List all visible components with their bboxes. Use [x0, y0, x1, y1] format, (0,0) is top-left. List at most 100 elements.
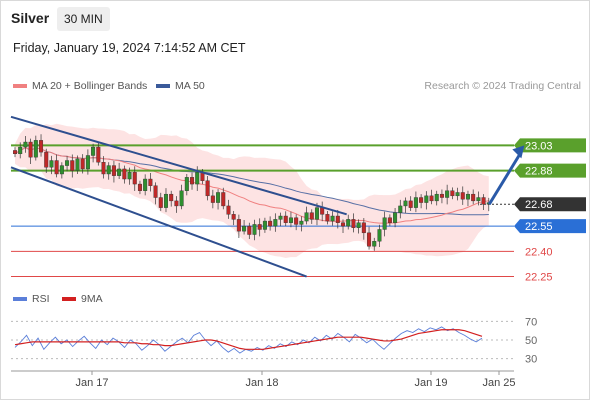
candle-body [465, 193, 470, 200]
candle-body [143, 178, 148, 191]
candle-body [221, 192, 226, 207]
candle-body [434, 193, 439, 202]
candle-body [59, 165, 64, 175]
candle-body [247, 225, 252, 235]
candle-body [419, 197, 424, 203]
candle-body [101, 162, 106, 175]
instrument-title: Silver [11, 10, 50, 26]
candle-body [278, 215, 283, 220]
candle-body [54, 160, 59, 175]
ma20-swatch [13, 84, 27, 89]
ma20-line [14, 147, 489, 224]
rsi-swatch [13, 297, 27, 302]
legend-rsi-ma-label: 9MA [81, 293, 103, 305]
candle-body [283, 215, 288, 223]
candle-body [393, 212, 398, 223]
level-label-22.25: 22.25 [525, 272, 553, 284]
level-label-22.88: 22.88 [525, 166, 553, 178]
candle-body [216, 192, 221, 203]
candle-body [163, 193, 168, 208]
level-tag-22.55 [514, 219, 586, 234]
datetime-label: Friday, January 19, 2024 7:14:52 AM CET [13, 41, 246, 55]
candle-body [429, 195, 434, 202]
candle-body [132, 172, 137, 185]
candle-body [413, 197, 418, 208]
candle-body [44, 151, 49, 168]
candle-body [205, 180, 210, 197]
candle-body [190, 177, 195, 185]
candle-body [268, 220, 273, 227]
candle-body [117, 168, 122, 176]
ma50-swatch [156, 84, 170, 89]
candle-body [314, 207, 319, 220]
candle-body [387, 217, 392, 223]
candle-body [106, 165, 111, 175]
candle-body [231, 214, 236, 220]
level-tag-22.68 [514, 197, 586, 212]
candle-body [273, 219, 278, 227]
candle-body [80, 158, 85, 170]
candle-body [153, 185, 158, 198]
candle-body [122, 168, 127, 180]
candle-body [471, 193, 476, 202]
candle-body [39, 140, 44, 153]
x-tick-label: Jan 17 [75, 377, 108, 389]
candle-body [304, 212, 309, 222]
legend-ma20: MA 20 + Bollinger Bands [13, 80, 147, 92]
candle-body [75, 158, 80, 171]
candle-body [439, 193, 444, 198]
candle-body [341, 222, 346, 227]
candle-body [372, 241, 377, 247]
candle-body [184, 177, 189, 191]
candle-body [403, 200, 408, 207]
candle-body [91, 146, 96, 156]
candle-body [408, 200, 413, 208]
candle-body [28, 141, 33, 158]
candle-body [481, 197, 486, 205]
candle-body [445, 190, 450, 198]
candle-body [476, 197, 481, 202]
candle-body [65, 160, 70, 166]
candle-body [18, 146, 23, 155]
candle-body [361, 222, 366, 234]
candle-body [377, 229, 382, 242]
candle-body [169, 193, 174, 202]
candle-body [294, 217, 299, 225]
candle-body [288, 217, 293, 223]
timeframe-button[interactable]: 30 MIN [57, 7, 110, 31]
candle-body [242, 225, 247, 232]
candle-body [226, 205, 231, 215]
legend-rsi-ma: 9MA [62, 293, 103, 305]
candle-body [262, 220, 267, 230]
candle-body [33, 140, 38, 158]
candle-body [85, 155, 90, 170]
candle-body [96, 146, 101, 163]
x-tick-label: Jan 25 [482, 377, 515, 389]
candle-body [424, 195, 429, 203]
candle-body [252, 224, 257, 235]
candle-body [299, 220, 304, 225]
level-label-22.55: 22.55 [525, 221, 553, 233]
legend-rsi: RSI [13, 293, 50, 305]
level-label-23.03: 23.03 [525, 140, 553, 152]
candle-body [309, 212, 314, 220]
candle-body [23, 141, 28, 148]
level-label-22.40: 22.40 [525, 246, 553, 258]
candle-body [70, 160, 75, 171]
candle-body [158, 197, 163, 208]
x-tick-label: Jan 19 [414, 377, 447, 389]
legend-ma20-label: MA 20 + Bollinger Bands [32, 80, 148, 92]
candle-body [325, 214, 330, 222]
rsi-series-RSI [14, 326, 483, 354]
forecast-arrow-line [487, 152, 522, 206]
candle-body [330, 215, 335, 222]
candle-body [179, 190, 184, 207]
level-tag-23.03 [514, 138, 586, 153]
candle-body [460, 192, 465, 200]
candle-body [195, 172, 200, 185]
bollinger-band [15, 123, 489, 259]
candle-body [356, 222, 361, 228]
candle-body [335, 215, 340, 223]
channel-upper-line [10, 115, 347, 216]
